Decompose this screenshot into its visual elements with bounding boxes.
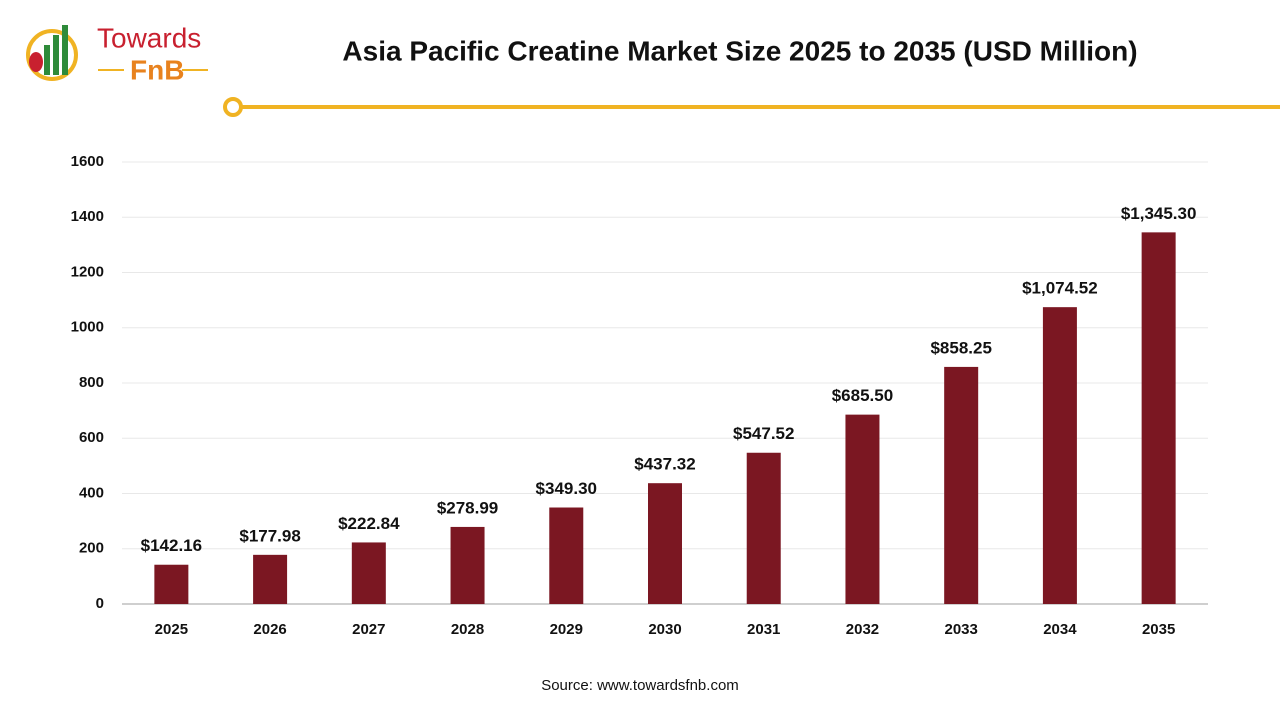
value-label: $547.52 bbox=[733, 424, 794, 443]
value-label: $349.30 bbox=[536, 479, 597, 498]
x-tick-label: 2027 bbox=[352, 621, 385, 638]
logo-text: Towards bbox=[97, 22, 201, 53]
y-tick-label: 1600 bbox=[71, 153, 104, 170]
bar bbox=[944, 366, 979, 604]
y-tick-label: 600 bbox=[79, 429, 104, 446]
logo-bar bbox=[44, 45, 50, 75]
x-tick-label: 2031 bbox=[747, 621, 780, 638]
logo: Towards FnB bbox=[26, 22, 208, 85]
x-tick-label: 2025 bbox=[155, 621, 188, 638]
chart-title: Asia Pacific Creatine Market Size 2025 t… bbox=[342, 35, 1137, 66]
bar bbox=[746, 452, 781, 604]
value-label: $142.16 bbox=[141, 536, 202, 555]
bar bbox=[845, 414, 880, 604]
value-label: $858.25 bbox=[930, 338, 991, 357]
value-label: $685.50 bbox=[832, 386, 893, 405]
x-tick-label: 2032 bbox=[846, 621, 879, 638]
logo-spoon bbox=[29, 52, 43, 72]
bar bbox=[549, 507, 584, 604]
logo-ring bbox=[26, 29, 78, 81]
bar bbox=[1042, 307, 1077, 604]
logo-text: FnB bbox=[130, 54, 184, 85]
logo-bar bbox=[53, 35, 59, 75]
y-tick-label: 800 bbox=[79, 374, 104, 391]
bar bbox=[648, 483, 682, 604]
value-label: $1,074.52 bbox=[1022, 279, 1098, 298]
y-tick-label: 1400 bbox=[71, 208, 104, 225]
value-label: $177.98 bbox=[239, 526, 300, 545]
bar bbox=[253, 554, 288, 604]
value-label: $222.84 bbox=[338, 514, 400, 533]
logo-bar bbox=[62, 25, 68, 75]
bar bbox=[351, 542, 386, 604]
y-tick-label: 400 bbox=[79, 484, 104, 501]
bar bbox=[450, 526, 485, 604]
x-tick-label: 2030 bbox=[648, 621, 681, 638]
y-tick-label: 0 bbox=[96, 595, 104, 612]
bar bbox=[154, 564, 189, 604]
bar bbox=[1141, 232, 1176, 604]
value-label: $278.99 bbox=[437, 498, 498, 517]
x-tick-label: 2026 bbox=[253, 621, 286, 638]
y-tick-label: 1000 bbox=[71, 319, 104, 336]
x-tick-label: 2034 bbox=[1043, 621, 1077, 638]
x-tick-label: 2028 bbox=[451, 621, 484, 638]
value-label: $1,345.30 bbox=[1121, 204, 1197, 223]
x-tick-label: 2035 bbox=[1142, 621, 1175, 638]
value-label: $437.32 bbox=[634, 455, 695, 474]
x-tick-label: 2029 bbox=[550, 621, 583, 638]
x-tick-label: 2033 bbox=[944, 621, 977, 638]
y-tick-label: 200 bbox=[79, 540, 104, 557]
title-rule-dot bbox=[223, 97, 243, 117]
source: Source: www.towardsfnb.com bbox=[541, 677, 739, 694]
y-tick-label: 1200 bbox=[71, 263, 104, 280]
